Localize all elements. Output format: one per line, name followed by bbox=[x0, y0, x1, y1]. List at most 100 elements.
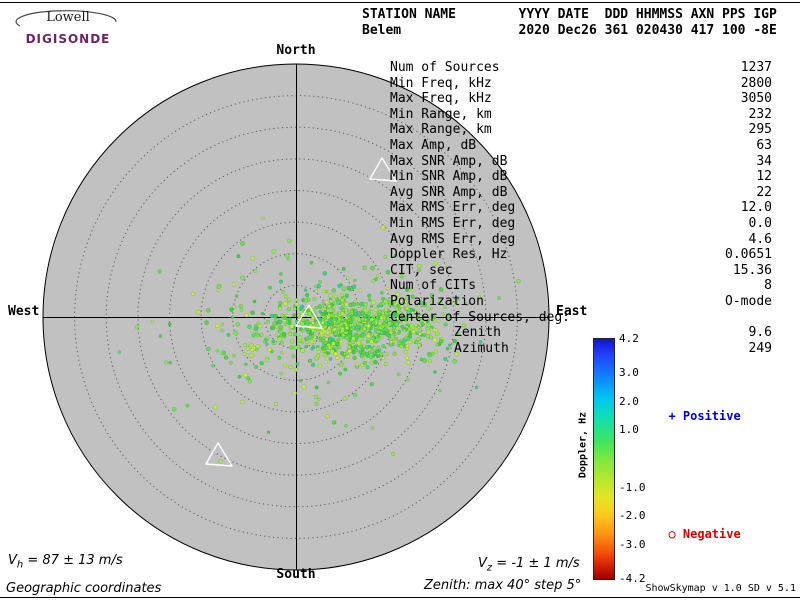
echo-dot bbox=[325, 314, 331, 320]
coordinates-note: Geographic coordinates bbox=[6, 581, 162, 596]
echo-dot bbox=[357, 304, 361, 308]
echo-dot bbox=[358, 344, 363, 349]
compass-label-east: East bbox=[556, 304, 588, 319]
echo-dot bbox=[362, 344, 366, 348]
stat-row: Min Range, km 232 bbox=[390, 107, 772, 123]
echo-dot bbox=[433, 261, 438, 266]
echo-dot bbox=[414, 310, 418, 314]
colorbar-tick: -1.0 bbox=[619, 480, 646, 494]
echo-dot bbox=[389, 330, 394, 335]
echo-dot bbox=[367, 350, 372, 355]
echo-dot bbox=[369, 339, 374, 344]
echo-dot bbox=[266, 430, 271, 434]
stat-label: Num of Sources bbox=[390, 60, 500, 75]
echo-dot bbox=[406, 302, 410, 306]
vz-symbol: V bbox=[478, 556, 487, 571]
echo-dot bbox=[326, 380, 331, 385]
echo-dot bbox=[360, 316, 365, 322]
echo-dot bbox=[305, 336, 310, 341]
echo-dot bbox=[292, 313, 297, 318]
stat-value: 295 bbox=[748, 122, 772, 138]
echo-dot bbox=[352, 321, 357, 326]
echo-dot bbox=[454, 351, 460, 357]
echo-dot bbox=[430, 325, 434, 329]
echo-dot bbox=[369, 317, 375, 322]
echo-dot bbox=[394, 336, 398, 341]
echo-dot bbox=[232, 304, 237, 309]
echo-dot bbox=[294, 302, 299, 307]
echo-dot bbox=[347, 338, 352, 342]
echo-dot bbox=[367, 316, 371, 320]
echo-dot bbox=[443, 322, 448, 327]
echo-dot bbox=[404, 296, 409, 301]
echo-dot bbox=[337, 311, 341, 315]
echo-dot bbox=[406, 378, 410, 382]
echo-dot bbox=[259, 332, 264, 337]
echo-dot bbox=[400, 324, 405, 329]
echo-dot bbox=[335, 300, 341, 306]
stat-row: Max Amp, dB 63 bbox=[390, 138, 772, 154]
echo-dot bbox=[474, 385, 479, 390]
echo-dot bbox=[223, 355, 229, 360]
stat-row: Min RMS Err, deg 0.0 bbox=[390, 216, 772, 232]
echo-dot bbox=[441, 312, 446, 316]
echo-dot bbox=[345, 354, 350, 359]
echo-dot bbox=[347, 345, 351, 349]
echo-dot bbox=[279, 272, 283, 276]
echo-dot bbox=[321, 289, 326, 294]
echo-dot bbox=[257, 323, 263, 329]
echo-dot bbox=[377, 345, 381, 349]
echo-dot bbox=[392, 351, 397, 356]
echo-dot bbox=[220, 322, 225, 327]
echo-dot bbox=[425, 319, 430, 324]
echo-dot bbox=[269, 325, 275, 331]
stat-row: Polarization O-mode bbox=[390, 294, 772, 310]
echo-dot bbox=[376, 274, 380, 278]
echo-dot bbox=[304, 311, 308, 316]
compass-label-south: South bbox=[276, 567, 316, 582]
echo-dot bbox=[231, 282, 237, 287]
station-header: STATION NAME YYYY DATE DDD HHMMSS AXN PP… bbox=[362, 7, 777, 39]
echo-dot bbox=[397, 340, 401, 344]
echo-dot bbox=[284, 253, 290, 259]
stat-label: Min Freq, kHz bbox=[390, 75, 492, 91]
stat-row: Max Range, km 295 bbox=[390, 122, 772, 138]
echo-dot bbox=[403, 350, 408, 354]
echo-dot bbox=[301, 384, 307, 390]
echo-dot bbox=[352, 355, 357, 361]
echo-dot bbox=[185, 403, 190, 408]
colorbar-tick: 3.0 bbox=[619, 366, 639, 380]
echo-dot bbox=[304, 344, 309, 349]
echo-dot bbox=[380, 335, 384, 339]
colorbar-tick: -4.2 bbox=[619, 572, 646, 585]
echo-dot bbox=[383, 362, 388, 366]
echo-dot bbox=[354, 333, 359, 339]
echo-dot bbox=[272, 321, 277, 326]
echo-dot bbox=[455, 331, 460, 337]
echo-dot bbox=[385, 269, 391, 275]
echo-dot bbox=[277, 355, 282, 360]
stat-row: Avg RMS Err, deg 4.6 bbox=[390, 232, 772, 248]
echo-dot bbox=[367, 344, 372, 349]
echo-dot bbox=[316, 345, 320, 349]
echo-dot bbox=[452, 338, 457, 344]
echo-dot bbox=[405, 344, 410, 348]
echo-dot bbox=[339, 293, 344, 297]
echo-dot bbox=[259, 361, 264, 366]
echo-dot bbox=[438, 339, 444, 344]
echo-dot bbox=[237, 374, 242, 379]
echo-dot bbox=[399, 273, 405, 279]
echo-dot bbox=[296, 344, 301, 349]
echo-dot bbox=[343, 367, 348, 372]
echo-dot bbox=[218, 458, 223, 464]
echo-dot bbox=[411, 288, 415, 293]
echo-dot bbox=[289, 345, 294, 350]
echo-dot bbox=[323, 340, 328, 345]
echo-dot bbox=[452, 358, 457, 364]
echo-dot bbox=[250, 310, 255, 315]
echo-dot bbox=[348, 341, 353, 345]
vz-subscript: z bbox=[486, 562, 493, 574]
echo-dot bbox=[414, 303, 419, 307]
echo-dot bbox=[265, 319, 270, 324]
echo-dot bbox=[379, 315, 385, 321]
